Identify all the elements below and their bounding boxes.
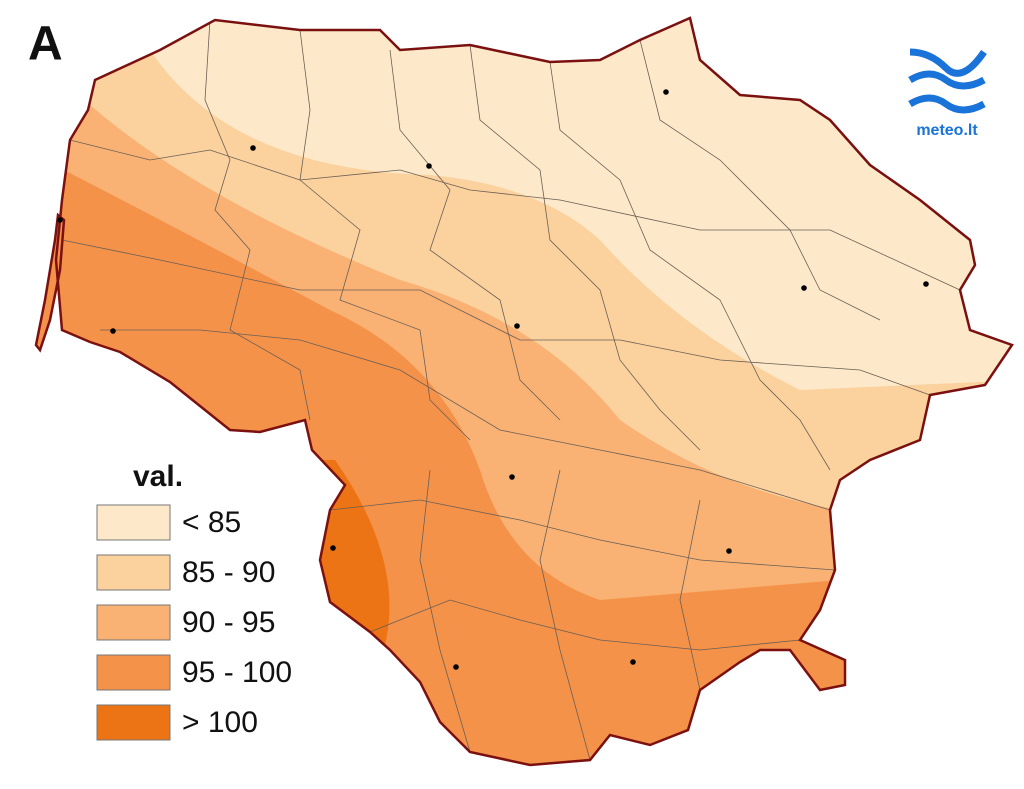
logo: meteo.lt — [908, 48, 987, 139]
legend: val. < 85 85 - 90 90 - 95 95 - 100 > 100 — [96, 460, 292, 741]
legend-label: 85 - 90 — [182, 556, 275, 589]
legend-swatch — [96, 554, 171, 591]
panel-label: A — [28, 18, 63, 71]
legend-swatch — [96, 504, 171, 541]
legend-swatch — [96, 704, 171, 741]
legend-title: val. — [133, 460, 183, 493]
logo-icon — [908, 48, 987, 114]
municipal-borders — [61, 19, 961, 761]
legend-swatch — [96, 604, 171, 641]
legend-label: > 100 — [182, 706, 258, 739]
legend-label: 90 - 95 — [182, 606, 275, 639]
logo-text: meteo.lt — [916, 122, 978, 139]
legend-label: < 85 — [182, 506, 241, 539]
cities — [57, 89, 929, 670]
legend-swatch — [96, 654, 171, 691]
legend-label: 95 - 100 — [182, 656, 292, 689]
